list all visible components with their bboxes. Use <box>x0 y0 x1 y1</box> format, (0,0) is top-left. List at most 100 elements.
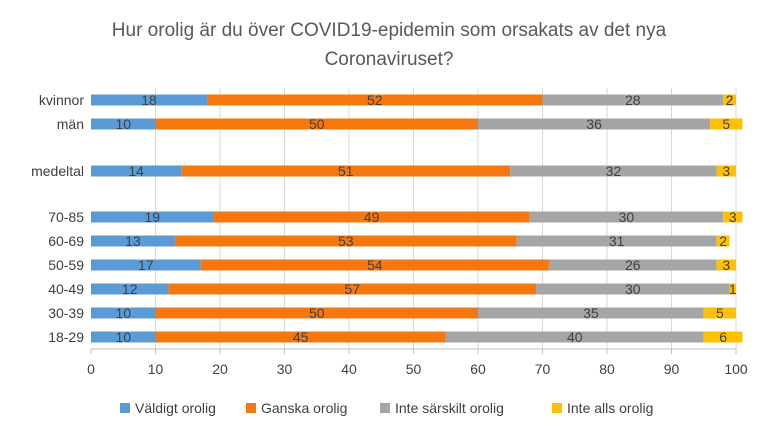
category-label: män <box>57 116 84 132</box>
bar-segment <box>716 259 736 271</box>
bar-segment <box>207 94 543 106</box>
x-tick-label: 30 <box>277 361 293 377</box>
data-label: 31 <box>609 233 625 249</box>
bar-segment <box>91 283 169 295</box>
bar-segment <box>478 118 711 130</box>
bar-segment <box>91 165 182 177</box>
data-label: 5 <box>716 305 724 321</box>
bar-segment <box>91 211 214 223</box>
legend: Väldigt orolig Ganska orolig Inte särskilt… <box>120 400 653 416</box>
data-label: 17 <box>138 257 154 273</box>
data-label: 1 <box>729 281 737 297</box>
x-tick-label: 10 <box>148 361 164 377</box>
bar-segment <box>445 331 704 343</box>
data-label: 2 <box>719 233 727 249</box>
bar-segment <box>91 307 156 319</box>
data-label: 36 <box>586 116 602 132</box>
data-label: 10 <box>115 305 131 321</box>
legend-label: Inte alls orolig <box>567 400 653 416</box>
bar-segment <box>529 211 724 223</box>
bar-segment <box>174 235 517 247</box>
bar-segment <box>181 165 511 177</box>
data-label: 19 <box>144 209 160 225</box>
chart-title-line-2: Coronaviruset? <box>325 49 454 70</box>
legend-swatch <box>380 403 390 413</box>
legend-item: Väldigt orolig <box>120 400 216 416</box>
data-label: 3 <box>729 209 737 225</box>
x-tick-label: 90 <box>664 361 680 377</box>
bar-segment <box>478 307 704 319</box>
bar-segment <box>729 283 736 295</box>
legend-label: Väldigt orolig <box>135 400 216 416</box>
bar-segment <box>168 283 537 295</box>
data-label: 6 <box>719 329 727 345</box>
bar-segment <box>548 259 717 271</box>
category-label: 70-85 <box>48 209 84 225</box>
bar-segment <box>723 211 743 223</box>
bar-segment <box>510 165 717 177</box>
legend-swatch <box>552 403 562 413</box>
category-label: kvinnor <box>39 92 84 108</box>
bar-segment <box>716 165 736 177</box>
bar-segment <box>155 331 446 343</box>
data-label: 10 <box>115 329 131 345</box>
x-tick-label: 40 <box>341 361 357 377</box>
data-label: 52 <box>367 92 383 108</box>
bar-segment <box>542 94 724 106</box>
legend-item: Inte alls orolig <box>552 400 653 416</box>
bar-segment <box>91 235 175 247</box>
data-label: 26 <box>625 257 641 273</box>
data-label: 53 <box>338 233 354 249</box>
legend-swatch <box>246 403 256 413</box>
x-tick-label: 20 <box>212 361 228 377</box>
x-tick-label: 50 <box>406 361 422 377</box>
data-label: 12 <box>122 281 138 297</box>
chart-title-line-1: Hur orolig är du över COVID19-epidemin s… <box>112 20 667 41</box>
data-label: 2 <box>726 92 734 108</box>
x-tick-label: 80 <box>599 361 615 377</box>
bar-segment <box>703 307 736 319</box>
category-label: 60-69 <box>48 233 84 249</box>
data-label: 18 <box>141 92 157 108</box>
bar-segment <box>536 283 730 295</box>
data-label: 51 <box>338 163 354 179</box>
bar-segment <box>516 235 717 247</box>
data-label: 49 <box>364 209 380 225</box>
data-label: 3 <box>722 163 730 179</box>
bar-segment <box>91 118 156 130</box>
data-label: 50 <box>309 305 325 321</box>
category-label: 18-29 <box>48 329 84 345</box>
bar-segment <box>716 235 730 247</box>
legend-swatch <box>120 403 130 413</box>
legend-item: Inte särskilt orolig <box>380 400 504 416</box>
legend-label: Inte särskilt orolig <box>395 400 504 416</box>
x-tick-label: 0 <box>87 361 95 377</box>
category-label: 50-59 <box>48 257 84 273</box>
data-label: 5 <box>722 116 730 132</box>
bar-segment <box>213 211 530 223</box>
bar-segment <box>703 331 743 343</box>
data-label: 32 <box>606 163 622 179</box>
data-label: 30 <box>619 209 635 225</box>
data-label: 30 <box>625 281 641 297</box>
bar-segment <box>710 118 743 130</box>
bar-segment <box>200 259 549 271</box>
data-label: 54 <box>367 257 383 273</box>
data-label: 14 <box>128 163 144 179</box>
bar-segment <box>155 118 478 130</box>
data-label: 28 <box>625 92 641 108</box>
data-label: 35 <box>583 305 599 321</box>
bar-segment <box>91 331 156 343</box>
data-label: 3 <box>722 257 730 273</box>
bar-segment <box>155 307 478 319</box>
x-tick-label: 100 <box>724 361 748 377</box>
data-label: 57 <box>344 281 360 297</box>
legend-item: Ganska orolig <box>246 400 347 416</box>
bar-segment <box>91 94 208 106</box>
data-label: 45 <box>293 329 309 345</box>
data-label: 10 <box>115 116 131 132</box>
data-label: 50 <box>309 116 325 132</box>
bar-segment <box>91 259 201 271</box>
